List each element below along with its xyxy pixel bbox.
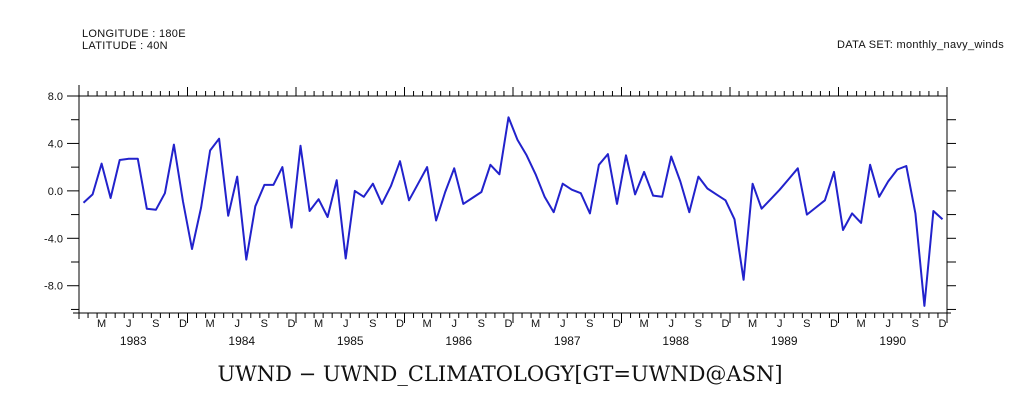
svg-text:M: M bbox=[97, 318, 106, 330]
y-axis-ticks bbox=[67, 95, 956, 310]
svg-text:1985: 1985 bbox=[337, 334, 364, 348]
svg-text:D: D bbox=[613, 318, 621, 330]
longitude-label: LONGITUDE : 180E bbox=[82, 28, 186, 40]
svg-text:D: D bbox=[179, 318, 187, 330]
plot-frame bbox=[73, 85, 951, 319]
svg-text:S: S bbox=[369, 318, 376, 330]
svg-text:S: S bbox=[695, 318, 702, 330]
svg-text:M: M bbox=[531, 318, 540, 330]
svg-text:M: M bbox=[640, 318, 649, 330]
svg-text:J: J bbox=[343, 318, 349, 330]
svg-text:S: S bbox=[586, 318, 593, 330]
svg-text:1990: 1990 bbox=[879, 334, 906, 348]
svg-text:S: S bbox=[912, 318, 919, 330]
y-axis-labels: 8.0 4.0 0.0 -4.0 -8.0 bbox=[44, 91, 63, 293]
svg-text:1986: 1986 bbox=[445, 334, 472, 348]
svg-text:-8.0: -8.0 bbox=[44, 281, 63, 293]
svg-text:4.0: 4.0 bbox=[48, 138, 63, 150]
svg-text:D: D bbox=[396, 318, 404, 330]
svg-text:J: J bbox=[126, 318, 132, 330]
svg-text:J: J bbox=[234, 318, 240, 330]
svg-text:1987: 1987 bbox=[554, 334, 581, 348]
svg-text:1988: 1988 bbox=[662, 334, 689, 348]
svg-text:0.0: 0.0 bbox=[48, 186, 63, 198]
latitude-label: LATITUDE : 40N bbox=[82, 40, 168, 52]
svg-text:S: S bbox=[478, 318, 485, 330]
svg-text:M: M bbox=[748, 318, 757, 330]
svg-text:1989: 1989 bbox=[771, 334, 798, 348]
svg-text:1983: 1983 bbox=[120, 334, 147, 348]
svg-text:M: M bbox=[314, 318, 323, 330]
svg-text:J: J bbox=[777, 318, 783, 330]
svg-text:J: J bbox=[560, 318, 566, 330]
svg-text:D: D bbox=[505, 318, 513, 330]
svg-text:J: J bbox=[668, 318, 674, 330]
svg-text:D: D bbox=[939, 318, 947, 330]
svg-text:J: J bbox=[451, 318, 457, 330]
svg-text:1984: 1984 bbox=[228, 334, 255, 348]
svg-text:S: S bbox=[803, 318, 810, 330]
dataset-label: DATA SET: monthly_navy_winds bbox=[837, 39, 1004, 51]
x-axis-ticks bbox=[87, 87, 948, 323]
svg-text:D: D bbox=[288, 318, 296, 330]
svg-text:-4.0: -4.0 bbox=[44, 233, 63, 245]
svg-text:S: S bbox=[261, 318, 268, 330]
x-axis-year-labels: 1983 1984 1985 1986 1987 1988 1989 1990 bbox=[120, 334, 907, 348]
svg-text:S: S bbox=[152, 318, 159, 330]
svg-text:J: J bbox=[885, 318, 891, 330]
svg-text:M: M bbox=[206, 318, 215, 330]
data-line bbox=[82, 116, 944, 307]
svg-text:D: D bbox=[830, 318, 838, 330]
svg-text:D: D bbox=[722, 318, 730, 330]
svg-text:M: M bbox=[857, 318, 866, 330]
svg-text:M: M bbox=[423, 318, 432, 330]
chart-title: UWND − UWND_CLIMATOLOGY[GT=UWND@ASN] bbox=[217, 362, 783, 386]
svg-text:8.0: 8.0 bbox=[48, 91, 63, 103]
